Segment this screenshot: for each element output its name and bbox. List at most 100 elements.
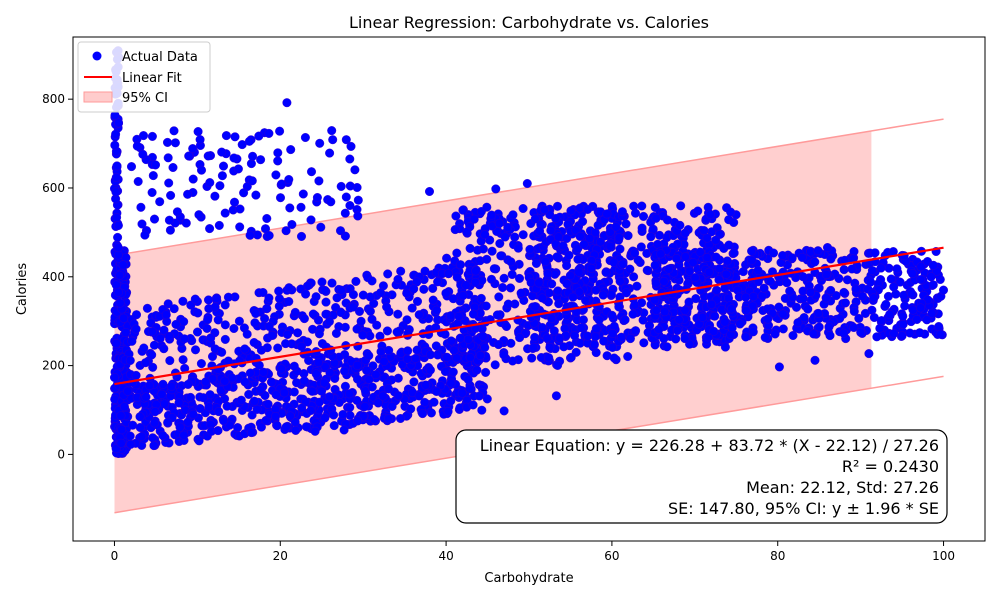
data-point — [255, 385, 265, 395]
data-point — [477, 405, 487, 415]
data-point — [735, 319, 745, 329]
data-point — [116, 411, 126, 421]
data-point — [373, 398, 383, 408]
data-point — [559, 342, 569, 352]
data-point — [494, 218, 504, 228]
data-point — [314, 397, 324, 407]
y-tick-label: 200 — [42, 359, 65, 373]
data-point — [856, 327, 866, 337]
data-point — [503, 299, 513, 309]
data-point — [213, 426, 223, 436]
data-point — [621, 219, 631, 229]
data-point — [249, 396, 259, 406]
data-point — [147, 350, 157, 360]
data-point — [138, 149, 148, 159]
data-point — [566, 352, 576, 362]
data-point — [148, 362, 158, 372]
data-point — [465, 243, 475, 253]
data-point — [671, 334, 681, 344]
data-point — [551, 391, 561, 401]
data-point — [491, 184, 501, 194]
data-point — [407, 303, 417, 313]
data-point — [297, 342, 307, 352]
data-point — [345, 154, 355, 164]
data-point — [714, 275, 724, 285]
data-point — [285, 411, 295, 421]
data-point — [839, 265, 849, 275]
data-point — [518, 230, 528, 240]
data-point — [412, 345, 422, 355]
data-point — [468, 400, 478, 410]
data-point — [651, 305, 661, 315]
x-tick-label: 40 — [438, 549, 453, 563]
data-point — [824, 322, 834, 332]
x-tick-label: 20 — [273, 549, 288, 563]
data-point — [870, 248, 880, 258]
data-point — [482, 202, 492, 212]
data-point — [425, 186, 435, 196]
data-point — [304, 356, 314, 366]
data-point — [402, 288, 412, 298]
data-point — [763, 314, 773, 324]
data-point — [659, 334, 669, 344]
data-point — [714, 264, 724, 274]
data-point — [298, 189, 308, 199]
data-point — [741, 306, 751, 316]
data-point — [279, 388, 289, 398]
data-point — [782, 278, 792, 288]
data-point — [244, 389, 254, 399]
data-point — [140, 230, 150, 240]
data-point — [340, 208, 350, 218]
data-point — [785, 286, 795, 296]
data-point — [185, 392, 195, 402]
data-point — [112, 161, 122, 171]
data-point — [590, 332, 600, 342]
data-point — [297, 403, 307, 413]
data-point — [188, 144, 198, 154]
data-point — [262, 213, 272, 223]
fit-line — [114, 246, 944, 386]
data-point — [367, 382, 377, 392]
data-point — [500, 232, 510, 242]
data-point — [705, 209, 715, 219]
y-tick-label: 0 — [57, 447, 65, 461]
data-point — [285, 203, 295, 213]
data-point — [393, 274, 403, 284]
data-point — [825, 331, 835, 341]
data-point — [558, 241, 568, 251]
data-point — [271, 412, 281, 422]
data-point — [111, 339, 121, 349]
data-point — [292, 378, 302, 388]
data-point — [203, 315, 213, 325]
data-point — [348, 290, 358, 300]
data-point — [928, 260, 938, 270]
data-point — [179, 317, 189, 327]
data-point — [206, 333, 216, 343]
data-point — [109, 373, 119, 383]
data-point — [530, 302, 540, 312]
data-point — [314, 176, 324, 186]
data-point — [469, 214, 479, 224]
data-point — [256, 155, 266, 165]
data-point — [168, 162, 178, 172]
data-point — [210, 191, 220, 201]
data-point — [149, 441, 159, 451]
data-point — [553, 360, 563, 370]
data-point — [546, 225, 556, 235]
data-point — [575, 231, 585, 241]
data-point — [568, 292, 578, 302]
data-point — [414, 391, 424, 401]
data-point — [591, 285, 601, 295]
data-point — [585, 233, 595, 243]
data-point — [448, 294, 458, 304]
data-point — [702, 253, 712, 263]
data-point — [475, 351, 485, 361]
data-point — [499, 350, 509, 360]
data-point — [530, 332, 540, 342]
data-point — [741, 332, 751, 342]
data-point — [490, 360, 500, 370]
data-point — [166, 190, 176, 200]
data-point — [710, 311, 720, 321]
data-point — [487, 246, 497, 256]
data-point — [169, 126, 179, 136]
